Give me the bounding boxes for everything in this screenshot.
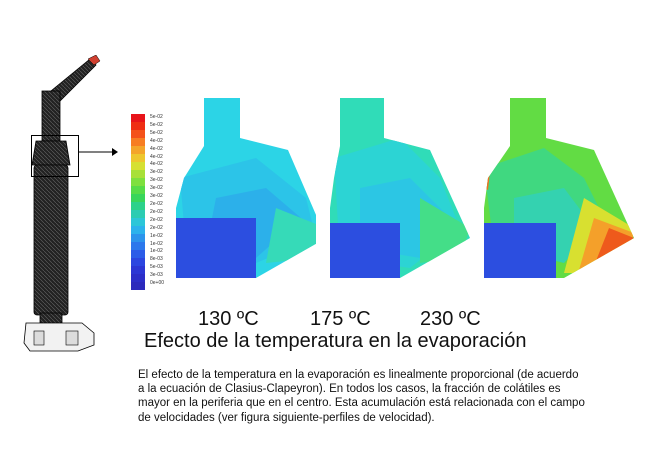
arrow-icon — [78, 148, 118, 156]
color-scale-tick-label: 2e-02 — [150, 200, 163, 207]
color-scale-tick-label: 8e-03 — [150, 256, 163, 263]
color-scale-tick-label: 3e-03 — [150, 272, 163, 279]
color-scale-tick-label: 5e-02 — [150, 114, 163, 120]
color-scale-tick-label: 4e-02 — [150, 145, 163, 152]
color-scale-tick-label: 3e-02 — [150, 169, 163, 176]
color-scale-tick-label: 5e-02 — [150, 129, 163, 136]
color-scale-tick-label: 3e-02 — [150, 177, 163, 184]
color-scale-segment — [131, 114, 145, 122]
color-scale-segment — [131, 154, 145, 162]
color-scale-tick-label: 2e-02 — [150, 216, 163, 223]
color-scale-tick-label: 1e-02 — [150, 240, 163, 247]
color-scale-segment — [131, 250, 145, 258]
contour-plot-230 — [484, 98, 634, 278]
color-scale-segment — [131, 218, 145, 226]
color-scale-labels: 5e-02 5e-02 5e-02 4e-02 4e-02 4e-02 4e-02 3e-02… — [150, 114, 180, 288]
color-scale-segment — [131, 122, 145, 130]
color-scale-tick-label: 3e-02 — [150, 193, 163, 200]
color-scale-segment — [131, 234, 145, 242]
color-scale-tick-label: 4e-02 — [150, 137, 163, 144]
temperature-label-175: 175 ºC — [310, 308, 371, 330]
color-scale-tick-label: 2e-02 — [150, 208, 163, 215]
color-scale-segment — [131, 186, 145, 194]
color-scale-segment — [131, 146, 145, 154]
color-scale-segment — [131, 170, 145, 178]
color-scale-segment — [131, 282, 145, 290]
equipment-drawing — [23, 55, 101, 352]
color-scale-tick-label: 1e-02 — [150, 232, 163, 239]
color-scale-segment — [131, 162, 145, 170]
description-paragraph: El efecto de la temperatura en la evapor… — [138, 369, 585, 424]
color-scale-segment — [131, 202, 145, 210]
temperature-label-130: 130 ºC — [198, 308, 259, 330]
color-scale-segment — [131, 194, 145, 202]
color-scale-segment — [131, 226, 145, 234]
color-scale-segment — [131, 242, 145, 250]
color-scale-tick-label: 2e-02 — [150, 224, 163, 231]
color-scale-segment — [131, 266, 145, 274]
figure-title: Efecto de la temperatura en la evaporaci… — [144, 330, 527, 352]
temperature-label-230: 230 ºC — [420, 308, 481, 330]
color-scale-tick-label: 5e-03 — [150, 264, 163, 271]
color-scale-tick-label: 5e-02 — [150, 121, 163, 128]
contour-plot-130 — [176, 98, 316, 278]
color-scale-tick-label: 0e+00 — [150, 280, 165, 287]
color-scale-tick-label: 4e-02 — [150, 161, 163, 168]
color-scale-tick-label: 3e-02 — [150, 185, 163, 192]
color-scale-tick-label: 4e-02 — [150, 153, 163, 160]
zoom-box — [31, 135, 79, 177]
color-scale-segment — [131, 130, 145, 138]
color-scale-segment — [131, 178, 145, 186]
contour-plot-175 — [330, 98, 470, 278]
color-scale-segment — [131, 138, 145, 146]
color-scale-tick-label: 1e-02 — [150, 248, 163, 255]
color-scale-segment — [131, 258, 145, 266]
color-scale-bar — [131, 114, 145, 290]
color-scale-segment — [131, 210, 145, 218]
color-scale-segment — [131, 274, 145, 282]
